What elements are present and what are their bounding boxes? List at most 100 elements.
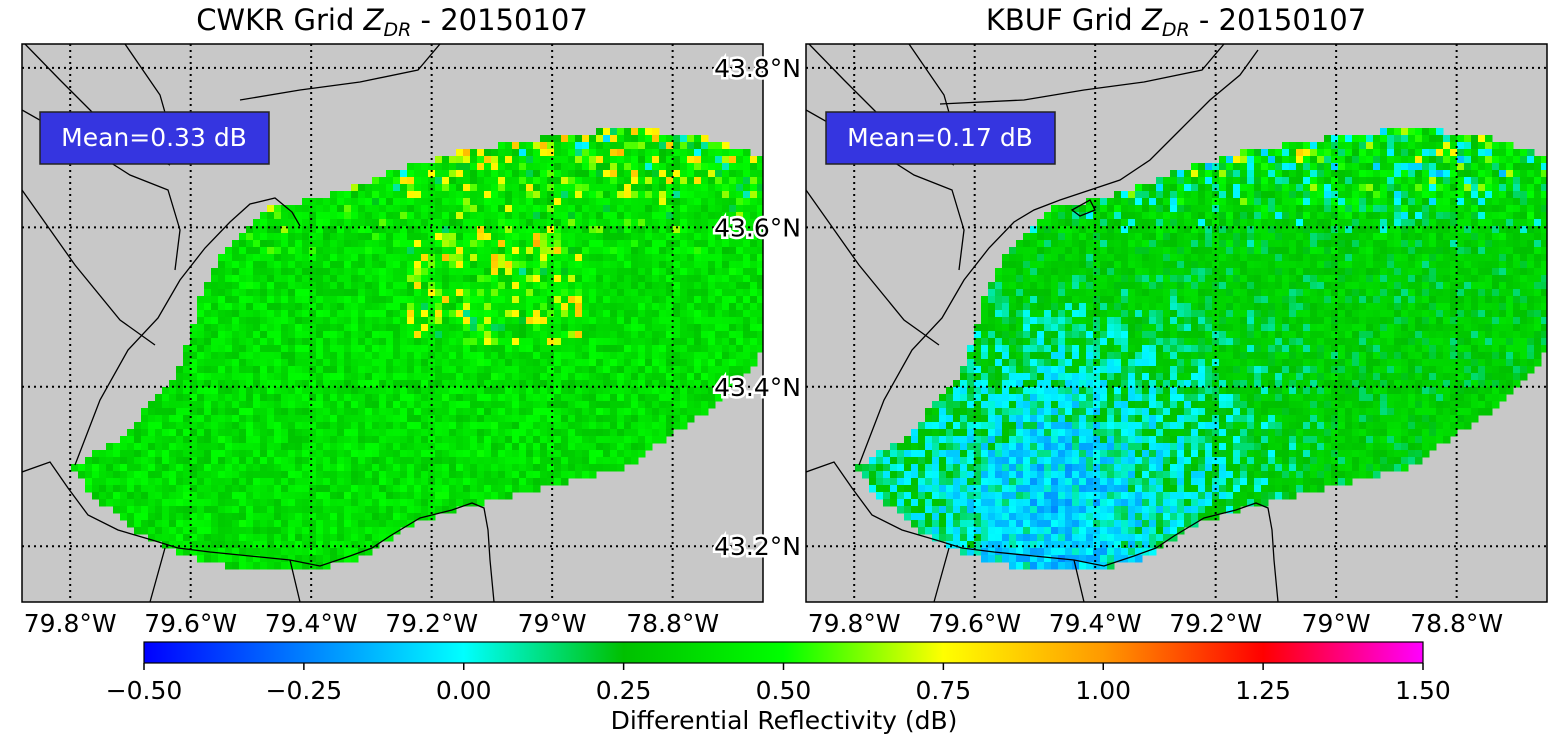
zdr-cell: [519, 296, 527, 304]
zdr-cell: [1226, 184, 1234, 192]
zdr-cell: [470, 212, 478, 220]
zdr-cell: [1429, 205, 1437, 213]
zdr-cell: [617, 345, 625, 353]
zdr-cell: [540, 408, 548, 416]
zdr-cell: [512, 345, 520, 353]
zdr-cell: [582, 303, 590, 311]
zdr-cell: [589, 261, 597, 269]
zdr-cell: [540, 163, 548, 171]
zdr-cell: [743, 296, 751, 304]
zdr-cell: [260, 408, 268, 416]
zdr-cell: [491, 408, 499, 416]
zdr-cell: [239, 415, 247, 423]
zdr-cell: [106, 464, 114, 472]
zdr-cell: [295, 548, 303, 556]
zdr-cell: [1499, 198, 1507, 206]
zdr-cell: [652, 317, 660, 325]
zdr-cell: [484, 457, 492, 465]
zdr-cell: [456, 380, 464, 388]
zdr-cell: [435, 212, 443, 220]
panel-left-frame: [21, 43, 764, 603]
zdr-cell: [1198, 191, 1206, 199]
zdr-cell: [736, 226, 744, 234]
zdr-cell: [428, 394, 436, 402]
zdr-cell: [470, 478, 478, 486]
zdr-cell: [309, 352, 317, 360]
zdr-cell: [1415, 191, 1423, 199]
zdr-cell: [1275, 191, 1283, 199]
zdr-cell: [673, 177, 681, 185]
zdr-cell: [687, 268, 695, 276]
zdr-cell: [246, 240, 254, 248]
zdr-cell: [379, 317, 387, 325]
zdr-cell: [491, 457, 499, 465]
zdr-cell: [372, 240, 380, 248]
zdr-cell: [617, 443, 625, 451]
zdr-cell: [666, 212, 674, 220]
zdr-cell: [1436, 226, 1444, 234]
zdr-cell: [540, 429, 548, 437]
zdr-cell: [547, 135, 555, 143]
zdr-cell: [400, 219, 408, 227]
zdr-cell: [414, 247, 422, 255]
zdr-cell: [652, 373, 660, 381]
zdr-cell: [603, 191, 611, 199]
zdr-cell: [526, 317, 534, 325]
zdr-cell: [540, 226, 548, 234]
zdr-cell: [1359, 170, 1367, 178]
zdr-cell: [260, 296, 268, 304]
zdr-cell: [449, 212, 457, 220]
zdr-cell: [729, 240, 737, 248]
zdr-cell: [617, 338, 625, 346]
zdr-cell: [470, 226, 478, 234]
zdr-cell: [561, 415, 569, 423]
zdr-cell: [155, 534, 163, 542]
zdr-cell: [386, 191, 394, 199]
zdr-cell: [449, 450, 457, 458]
zdr-cell: [568, 450, 576, 458]
zdr-cell: [757, 198, 763, 206]
zdr-cell: [666, 289, 674, 297]
zdr-cell: [498, 177, 506, 185]
zdr-cell: [596, 289, 604, 297]
zdr-cell: [400, 331, 408, 339]
zdr-cell: [197, 387, 205, 395]
zdr-cell: [575, 324, 583, 332]
zdr-cell: [197, 457, 205, 465]
zdr-cell: [1226, 205, 1234, 213]
zdr-cell: [722, 212, 730, 220]
zdr-cell: [358, 380, 366, 388]
zdr-cell: [428, 261, 436, 269]
zdr-cell: [505, 492, 513, 500]
zdr-cell: [393, 499, 401, 507]
zdr-cell: [645, 247, 653, 255]
zdr-cell: [106, 492, 114, 500]
zdr-cell: [1485, 212, 1493, 220]
zdr-cell: [1422, 128, 1430, 136]
zdr-cell: [421, 317, 429, 325]
zdr-cell: [589, 408, 597, 416]
zdr-cell: [680, 156, 688, 164]
zdr-cell: [1198, 212, 1206, 220]
zdr-cell: [386, 464, 394, 472]
zdr-cell: [344, 345, 352, 353]
zdr-cell: [190, 436, 198, 444]
zdr-cell: [1282, 177, 1290, 185]
zdr-cell: [1338, 191, 1346, 199]
zdr-cell: [624, 457, 632, 465]
zdr-cell: [575, 170, 583, 178]
zdr-cell: [260, 527, 268, 535]
zdr-cell: [463, 478, 471, 486]
zdr-cell: [610, 240, 618, 248]
zdr-cell: [645, 373, 653, 381]
zdr-cell: [218, 338, 226, 346]
zdr-cell: [659, 184, 667, 192]
zdr-cell: [1324, 177, 1332, 185]
zdr-cell: [246, 324, 254, 332]
zdr-cell: [575, 156, 583, 164]
zdr-cell: [526, 212, 534, 220]
zdr-cell: [659, 366, 667, 374]
zdr-cell: [1359, 226, 1367, 234]
zdr-cell: [505, 198, 513, 206]
zdr-cell: [309, 317, 317, 325]
